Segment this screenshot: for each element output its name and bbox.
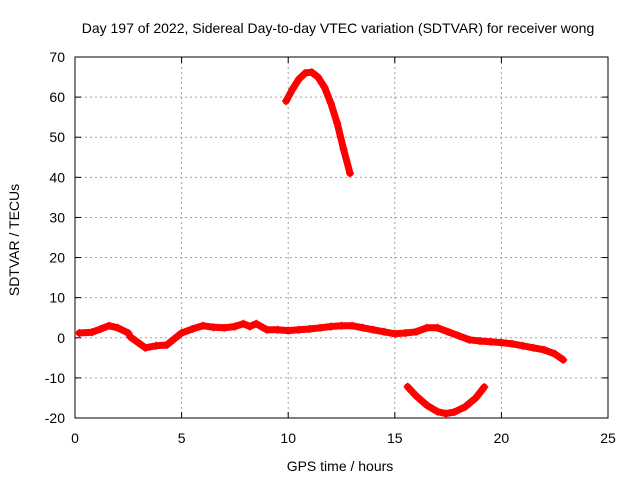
data-point — [314, 73, 323, 82]
data-point — [75, 328, 84, 337]
data-point — [401, 328, 410, 337]
y-tick-label: 20 — [49, 250, 65, 266]
series-layer — [75, 68, 568, 418]
data-point — [294, 325, 303, 334]
data-point — [471, 393, 480, 402]
x-tick-label: 25 — [600, 430, 616, 446]
x-tick-label: 0 — [71, 430, 79, 446]
data-point — [403, 382, 412, 391]
data-point — [88, 328, 97, 337]
data-point — [326, 322, 335, 331]
data-point — [209, 323, 218, 332]
data-point — [433, 407, 442, 416]
data-point — [422, 323, 431, 332]
data-point — [320, 83, 329, 92]
y-axis-label: SDTVAR / TECUs — [6, 184, 22, 296]
data-point — [252, 319, 261, 328]
x-tick-label: 20 — [494, 430, 510, 446]
y-tick-label: 50 — [49, 129, 65, 145]
data-point — [444, 327, 453, 336]
data-point — [245, 322, 254, 331]
data-point — [220, 323, 229, 332]
data-point — [230, 322, 239, 331]
data-point — [559, 355, 568, 364]
data-point — [461, 402, 470, 411]
data-point — [162, 340, 171, 349]
data-point — [198, 321, 207, 330]
data-point — [550, 349, 559, 358]
data-point — [188, 324, 197, 333]
data-point — [339, 145, 348, 154]
y-tick-label: -10 — [45, 370, 65, 386]
data-point — [169, 335, 178, 344]
data-point — [465, 335, 474, 344]
data-point — [412, 391, 421, 400]
x-axis-label: GPS time / hours — [287, 458, 394, 474]
grid — [75, 57, 608, 418]
data-point — [113, 323, 122, 332]
data-point — [262, 325, 271, 334]
data-point — [486, 337, 495, 346]
data-point — [152, 341, 161, 350]
data-point — [441, 409, 450, 418]
data-point — [126, 332, 135, 341]
y-tick-label: 10 — [49, 290, 65, 306]
x-tick-label: 5 — [178, 430, 186, 446]
data-point — [454, 331, 463, 340]
data-point — [529, 343, 538, 352]
data-point — [141, 343, 150, 352]
data-point — [294, 75, 303, 84]
data-point — [282, 97, 291, 106]
data-point — [433, 323, 442, 332]
data-point — [390, 329, 399, 338]
data-point — [380, 327, 389, 336]
y-tick-label: 30 — [49, 209, 65, 225]
data-point — [96, 324, 105, 333]
data-point — [301, 69, 310, 78]
y-tick-label: 40 — [49, 169, 65, 185]
data-point — [450, 407, 459, 416]
data-point — [480, 383, 489, 392]
data-point — [540, 345, 549, 354]
data-point — [326, 99, 335, 108]
data-point — [288, 85, 297, 94]
series-arc-low — [404, 383, 488, 418]
data-point — [518, 341, 527, 350]
plot-frame — [74, 56, 609, 419]
y-tick-label: 60 — [49, 89, 65, 105]
x-tick-label: 15 — [387, 430, 403, 446]
data-point — [273, 325, 282, 334]
data-point — [497, 338, 506, 347]
y-tick-label: 70 — [49, 49, 65, 65]
data-point — [358, 323, 367, 332]
data-point — [305, 324, 314, 333]
data-point — [422, 401, 431, 410]
data-point — [369, 325, 378, 334]
data-point — [412, 327, 421, 336]
x-tick-label: 10 — [280, 430, 296, 446]
data-point — [348, 321, 357, 330]
data-point — [239, 319, 248, 328]
data-point — [177, 328, 186, 337]
chart-title: Day 197 of 2022, Sidereal Day-to-day VTE… — [82, 20, 595, 36]
data-point — [508, 339, 517, 348]
data-point — [284, 326, 293, 335]
data-point — [476, 336, 485, 345]
data-point — [346, 169, 355, 178]
data-point — [307, 68, 316, 77]
y-tick-label: 0 — [57, 330, 65, 346]
data-point — [333, 119, 342, 128]
data-point — [316, 323, 325, 332]
data-point — [124, 328, 133, 337]
axis-ticks: 0 5 10 15 20 25 -20 -10 0 10 20 30 40 50 60 70 — [45, 49, 616, 446]
y-tick-label: -20 — [45, 410, 65, 426]
data-point — [105, 321, 114, 330]
data-point — [337, 321, 346, 330]
